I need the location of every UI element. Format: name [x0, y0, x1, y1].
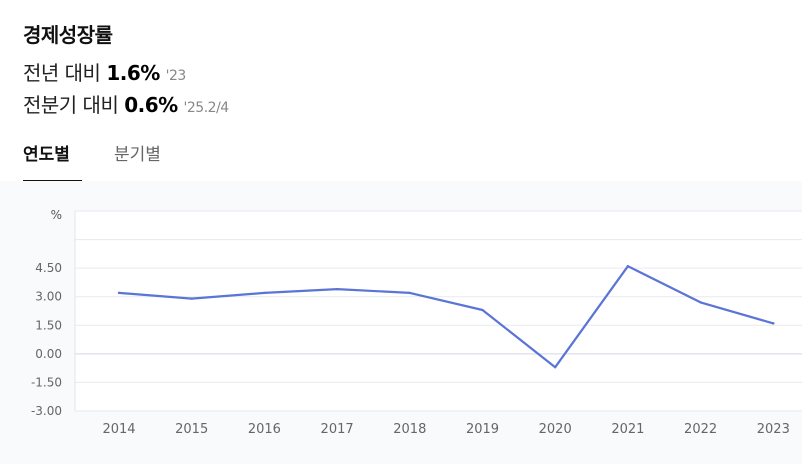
- chart-area: % 4.50 3.00 1.50 0.00 -1.50 -3.00 2014 2015 2016 2…: [0, 181, 802, 464]
- series-line: [117, 265, 775, 369]
- x-tick-label: 2020: [539, 422, 572, 437]
- data-point: [190, 297, 193, 300]
- data-point: [263, 291, 266, 295]
- y-tick-label: 0.00: [35, 347, 62, 361]
- data-point: [408, 291, 411, 295]
- page-title: 경제성장률: [23, 23, 113, 47]
- plot-background: [75, 211, 802, 411]
- tab-quarterly[interactable]: 분기별: [114, 145, 161, 165]
- yearly-growth-stat: 전년 대비 1.6% '23: [23, 57, 186, 86]
- quarterly-growth-label: 전분기 대비: [23, 93, 119, 117]
- x-tick-label: 2017: [321, 422, 354, 437]
- growth-line-chart: % 4.50 3.00 1.50 0.00 -1.50 -3.00 2014 2015 2016 2…: [31, 208, 802, 437]
- data-point: [772, 322, 775, 325]
- yearly-growth-label: 전년 대비: [23, 61, 101, 85]
- x-tick-label: 2019: [466, 422, 499, 437]
- y-tick-label: -3.00: [31, 404, 62, 418]
- x-tick-label: 2015: [175, 422, 208, 437]
- y-tick-label: 4.50: [35, 261, 62, 275]
- x-tick-label: 2023: [757, 422, 790, 437]
- data-point: [626, 265, 630, 268]
- x-tick-label: 2021: [611, 422, 644, 437]
- y-tick-label: 1.50: [35, 318, 62, 332]
- x-tick-label: 2018: [393, 422, 426, 437]
- data-point: [699, 301, 702, 304]
- period-tabs: 연도별 분기별: [0, 136, 802, 182]
- x-tick-label: 2014: [102, 422, 135, 437]
- quarterly-growth-value: 0.6%: [124, 93, 178, 117]
- y-tick-label: 3.00: [35, 290, 62, 304]
- y-axis-unit-label: %: [51, 208, 62, 222]
- data-point: [554, 365, 557, 369]
- yearly-growth-value: 1.6%: [106, 61, 160, 85]
- y-tick-label: -1.50: [31, 375, 62, 389]
- data-point: [335, 287, 339, 291]
- quarterly-growth-ref: '25.2/4: [183, 100, 230, 116]
- data-point: [117, 291, 121, 295]
- x-tick-label: 2022: [684, 422, 717, 437]
- quarterly-growth-stat: 전분기 대비 0.6% '25.2/4: [23, 89, 229, 118]
- yearly-growth-ref: '23: [165, 68, 187, 84]
- x-tick-label: 2016: [248, 422, 281, 437]
- tab-yearly[interactable]: 연도별: [23, 140, 82, 182]
- data-point: [481, 308, 484, 312]
